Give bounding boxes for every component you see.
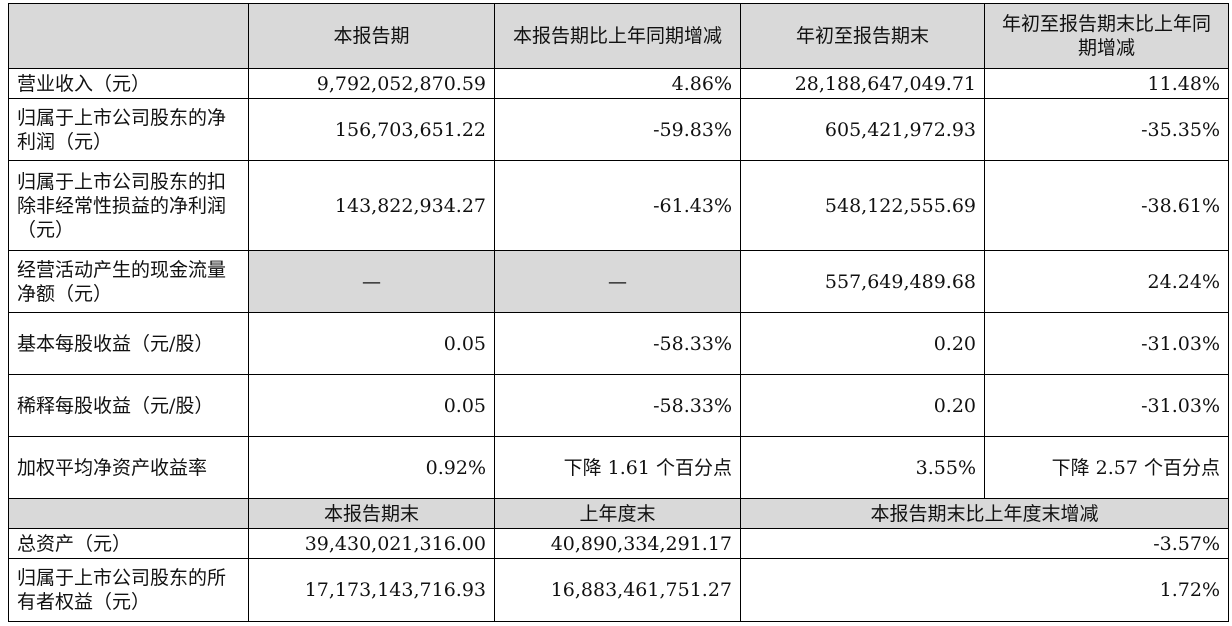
row-label: 加权平均净资产收益率 (8, 436, 249, 499)
table-row: 经营活动产生的现金流量净额（元） — — 557,649,489.68 24.2… (8, 250, 1229, 313)
header-prior-year-end: 上年度末 (494, 498, 741, 529)
header-row-balance: 本报告期末 上年度末 本报告期末比上年度末增减 (8, 498, 1229, 529)
row-label: 营业收入（元） (8, 68, 249, 99)
cell-value: -31.03% (984, 312, 1229, 375)
cell-value: 4.86% (494, 68, 741, 99)
table-row: 加权平均净资产收益率 0.92% 下降 1.61 个百分点 3.55% 下降 2… (8, 436, 1229, 499)
cell-value: -58.33% (494, 312, 741, 375)
table-row: 稀释每股收益（元/股） 0.05 -58.33% 0.20 -31.03% (8, 374, 1229, 437)
header-corner-cell (8, 3, 249, 69)
cell-value: 156,703,651.22 (248, 98, 495, 161)
header-ytd: 年初至报告期末 (740, 3, 985, 69)
cell-value-na: — (494, 250, 741, 313)
cell-value: 0.20 (740, 374, 985, 437)
row-label: 归属于上市公司股东的所有者权益（元） (8, 558, 249, 622)
cell-value: 548,122,555.69 (740, 160, 985, 251)
cell-value: 0.92% (248, 436, 495, 499)
cell-value: 1.72% (740, 558, 1229, 622)
cell-value: -61.43% (494, 160, 741, 251)
cell-value: 0.20 (740, 312, 985, 375)
cell-value: 24.24% (984, 250, 1229, 313)
header-current-period: 本报告期 (248, 3, 495, 69)
cell-value: 11.48% (984, 68, 1229, 99)
cell-value: 143,822,934.27 (248, 160, 495, 251)
table-row: 归属于上市公司股东的扣除非经常性损益的净利润（元） 143,822,934.27… (8, 160, 1229, 251)
cell-value: 9,792,052,870.59 (248, 68, 495, 99)
header-current-period-yoy: 本报告期比上年同期增减 (494, 3, 741, 69)
cell-value: 28,188,647,049.71 (740, 68, 985, 99)
cell-value: 0.05 (248, 312, 495, 375)
table-row: 归属于上市公司股东的净利润（元） 156,703,651.22 -59.83% … (8, 98, 1229, 161)
cell-value: -38.61% (984, 160, 1229, 251)
cell-value: 39,430,021,316.00 (248, 528, 495, 559)
cell-value: -35.35% (984, 98, 1229, 161)
cell-value: -3.57% (740, 528, 1229, 559)
header-change-vs-prior-year-end: 本报告期末比上年度末增减 (740, 498, 1229, 529)
table-row: 总资产（元） 39,430,021,316.00 40,890,334,291.… (8, 528, 1229, 559)
cell-value: 557,649,489.68 (740, 250, 985, 313)
row-label: 经营活动产生的现金流量净额（元） (8, 250, 249, 313)
table-row: 基本每股收益（元/股） 0.05 -58.33% 0.20 -31.03% (8, 312, 1229, 375)
cell-value: 下降 1.61 个百分点 (494, 436, 741, 499)
cell-value: 40,890,334,291.17 (494, 528, 741, 559)
header-row-period: 本报告期 本报告期比上年同期增减 年初至报告期末 年初至报告期末比上年同期增减 (8, 3, 1229, 69)
header-corner-cell (8, 498, 249, 529)
row-label: 稀释每股收益（元/股） (8, 374, 249, 437)
cell-value: 605,421,972.93 (740, 98, 985, 161)
financial-summary-table: 本报告期 本报告期比上年同期增减 年初至报告期末 年初至报告期末比上年同期增减 … (8, 3, 1229, 622)
row-label: 归属于上市公司股东的净利润（元） (8, 98, 249, 161)
cell-value: -59.83% (494, 98, 741, 161)
table-row: 营业收入（元） 9,792,052,870.59 4.86% 28,188,64… (8, 68, 1229, 99)
header-ytd-yoy: 年初至报告期末比上年同期增减 (984, 3, 1229, 69)
cell-value: 17,173,143,716.93 (248, 558, 495, 622)
table-row: 归属于上市公司股东的所有者权益（元） 17,173,143,716.93 16,… (8, 558, 1229, 622)
cell-value: 0.05 (248, 374, 495, 437)
row-label: 总资产（元） (8, 528, 249, 559)
cell-value: 3.55% (740, 436, 985, 499)
row-label: 归属于上市公司股东的扣除非经常性损益的净利润（元） (8, 160, 249, 251)
cell-value-na: — (248, 250, 495, 313)
header-period-end: 本报告期末 (248, 498, 495, 529)
cell-value: 下降 2.57 个百分点 (984, 436, 1229, 499)
cell-value: -31.03% (984, 374, 1229, 437)
cell-value: 16,883,461,751.27 (494, 558, 741, 622)
row-label: 基本每股收益（元/股） (8, 312, 249, 375)
cell-value: -58.33% (494, 374, 741, 437)
